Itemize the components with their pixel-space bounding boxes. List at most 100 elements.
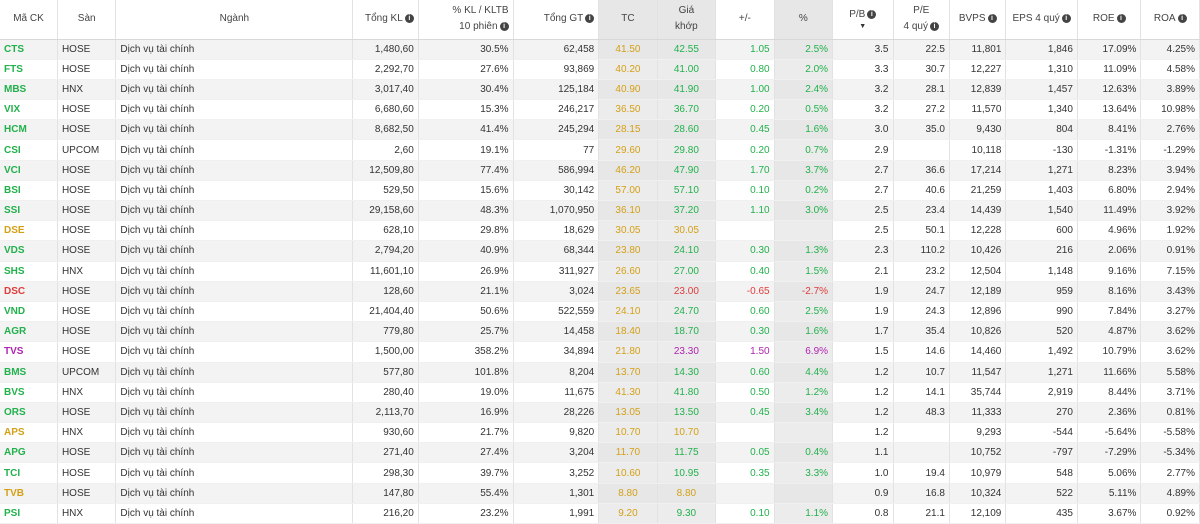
table-row[interactable]: SSI HOSE Dịch vụ tài chính 29,158,60 48.3% 1,…: [0, 200, 1200, 222]
table-row[interactable]: TCI HOSE Dịch vụ tài chính 298,30 39.7% 3,252…: [0, 462, 1200, 484]
table-row[interactable]: TVS HOSE Dịch vụ tài chính 1,500,00 358.2% 34…: [0, 341, 1200, 363]
cell-pct: 0.7%: [774, 139, 834, 161]
cell-pe: 40.6: [893, 180, 950, 202]
cell-ticker[interactable]: VIX: [0, 99, 58, 121]
cell-ticker[interactable]: BMS: [0, 362, 58, 383]
table-row[interactable]: SHS HNX Dịch vụ tài chính 11,601,10 26.9% 311…: [0, 261, 1200, 282]
cell-ticker[interactable]: PSI: [0, 503, 58, 524]
cell-ticker[interactable]: DSE: [0, 220, 58, 242]
col-roa-header[interactable]: ROA i: [1140, 0, 1200, 40]
table-row[interactable]: FTS HOSE Dịch vụ tài chính 2,292,70 27.6% 93,…: [0, 59, 1200, 80]
info-icon[interactable]: i: [867, 10, 877, 20]
table-row[interactable]: MBS HNX Dịch vụ tài chính 3,017,40 30.4% 125,…: [0, 79, 1200, 101]
info-icon[interactable]: i: [1061, 14, 1071, 24]
cell-ticker[interactable]: TVS: [0, 341, 58, 363]
cell-vol-ratio: 48.3%: [418, 200, 514, 222]
col-pe-header[interactable]: P/E 4 quý i: [893, 0, 950, 40]
cell-pb: 3.5: [832, 39, 894, 60]
table-row[interactable]: PSI HNX Dịch vụ tài chính 216,20 23.2% 1,991 9…: [0, 503, 1200, 524]
col-bvps-header[interactable]: BVPS i: [949, 0, 1007, 40]
info-icon[interactable]: i: [1177, 14, 1187, 24]
table-row[interactable]: BSI HOSE Dịch vụ tài chính 529,50 15.6% 30,14…: [0, 180, 1200, 202]
col-pb-header[interactable]: P/B i ▼: [832, 0, 894, 40]
cell-ticker[interactable]: ORS: [0, 402, 58, 424]
table-row[interactable]: ORS HOSE Dịch vụ tài chính 2,113,70 16.9% 28,…: [0, 402, 1200, 424]
sort-desc-icon[interactable]: ▼: [859, 23, 867, 31]
col-value-header[interactable]: Tổng GT i: [513, 0, 600, 40]
cell-bvps: 17,214: [949, 160, 1007, 181]
info-icon[interactable]: i: [987, 14, 997, 24]
col-change-header[interactable]: +/-: [715, 0, 775, 40]
info-icon[interactable]: i: [585, 14, 595, 24]
cell-ticker[interactable]: BVS: [0, 382, 58, 403]
col-pct-label: %: [798, 13, 808, 25]
cell-roe: 8.16%: [1077, 281, 1142, 302]
col-pct-header[interactable]: %: [774, 0, 834, 40]
cell-ticker[interactable]: VND: [0, 301, 58, 323]
cell-pe: 16.8: [893, 483, 950, 504]
table-row[interactable]: VDS HOSE Dịch vụ tài chính 2,794,20 40.9% 68,…: [0, 240, 1200, 262]
table-row[interactable]: BMS UPCOM Dịch vụ tài chính 577,80 101.8% 8,2…: [0, 362, 1200, 383]
cell-ticker[interactable]: BSI: [0, 180, 58, 202]
info-icon[interactable]: i: [499, 22, 509, 32]
cell-industry: Dịch vụ tài chính: [115, 483, 354, 504]
cell-ticker[interactable]: SSI: [0, 200, 58, 222]
col-vol-ratio-header[interactable]: % KL / KLTB 10 phiên i: [418, 0, 514, 40]
table-row[interactable]: VCI HOSE Dịch vụ tài chính 12,509,80 77.4% 58…: [0, 160, 1200, 181]
col-match-header[interactable]: Giá khớp: [657, 0, 717, 40]
table-row[interactable]: BVS HNX Dịch vụ tài chính 280,40 19.0% 11,675…: [0, 382, 1200, 403]
table-row[interactable]: DSE HOSE Dịch vụ tài chính 628,10 29.8% 18,62…: [0, 220, 1200, 242]
table-row[interactable]: DSC HOSE Dịch vụ tài chính 128,60 21.1% 3,024…: [0, 281, 1200, 302]
info-icon[interactable]: i: [404, 14, 414, 24]
cell-ticker[interactable]: DSC: [0, 281, 58, 302]
cell-volume: 29,158,60: [352, 200, 419, 222]
table-row[interactable]: AGR HOSE Dịch vụ tài chính 779,80 25.7% 14,45…: [0, 321, 1200, 343]
table-row[interactable]: HCM HOSE Dịch vụ tài chính 8,682,50 41.4% 245…: [0, 119, 1200, 141]
table-row[interactable]: VIX HOSE Dịch vụ tài chính 6,680,60 15.3% 246…: [0, 99, 1200, 121]
table-row[interactable]: APS HNX Dịch vụ tài chính 930,60 21.7% 9,820 1…: [0, 422, 1200, 444]
cell-pe: 28.1: [893, 79, 950, 101]
col-eps-header[interactable]: EPS 4 quý i: [1005, 0, 1078, 40]
cell-industry: Dịch vụ tài chính: [115, 341, 354, 363]
cell-exchange: HOSE: [57, 483, 117, 504]
table-row[interactable]: TVB HOSE Dịch vụ tài chính 147,80 55.4% 1,301…: [0, 483, 1200, 504]
cell-ticker[interactable]: SHS: [0, 261, 58, 282]
info-icon[interactable]: i: [929, 22, 939, 32]
cell-ticker[interactable]: HCM: [0, 119, 58, 141]
info-icon[interactable]: i: [1116, 14, 1126, 24]
cell-ticker[interactable]: TVB: [0, 483, 58, 504]
cell-exchange: HOSE: [57, 402, 117, 424]
col-exchange-header[interactable]: Sàn: [57, 0, 117, 40]
table-row[interactable]: APG HOSE Dịch vụ tài chính 271,40 27.4% 3,204…: [0, 442, 1200, 464]
cell-ticker[interactable]: MBS: [0, 79, 58, 101]
cell-exchange: HOSE: [57, 59, 117, 80]
col-roe-header[interactable]: ROE i: [1077, 0, 1142, 40]
cell-industry: Dịch vụ tài chính: [115, 200, 354, 222]
cell-bvps: 12,504: [949, 261, 1007, 282]
table-row[interactable]: VND HOSE Dịch vụ tài chính 21,404,40 50.6% 52…: [0, 301, 1200, 323]
col-ref-header[interactable]: TC: [598, 0, 658, 40]
cell-ticker[interactable]: CTS: [0, 39, 58, 60]
cell-exchange: HOSE: [57, 220, 117, 242]
cell-ticker[interactable]: CSI: [0, 139, 58, 161]
table-row[interactable]: CSI UPCOM Dịch vụ tài chính 2,60 19.1% 77 29.6…: [0, 139, 1200, 161]
cell-ticker[interactable]: APG: [0, 442, 58, 464]
col-industry-header[interactable]: Ngành: [115, 0, 354, 40]
cell-pb: 3.0: [832, 119, 894, 141]
col-ticker-header[interactable]: Mã CK: [0, 0, 58, 40]
col-pe-label: P/E: [913, 5, 930, 17]
cell-industry: Dịch vụ tài chính: [115, 119, 354, 141]
table-row[interactable]: CTS HOSE Dịch vụ tài chính 1,480,60 30.5% 62,…: [0, 39, 1200, 60]
cell-pe: 27.2: [893, 99, 950, 121]
cell-vol-ratio: 19.1%: [418, 139, 514, 161]
cell-pb: 1.9: [832, 301, 894, 323]
cell-ticker[interactable]: FTS: [0, 59, 58, 80]
cell-value: 3,204: [513, 442, 600, 464]
cell-ticker[interactable]: VCI: [0, 160, 58, 181]
cell-ticker[interactable]: VDS: [0, 240, 58, 262]
cell-value: 1,301: [513, 483, 600, 504]
col-volume-header[interactable]: Tổng KL i: [352, 0, 419, 40]
cell-ticker[interactable]: TCI: [0, 462, 58, 484]
cell-ticker[interactable]: AGR: [0, 321, 58, 343]
cell-ticker[interactable]: APS: [0, 422, 58, 444]
